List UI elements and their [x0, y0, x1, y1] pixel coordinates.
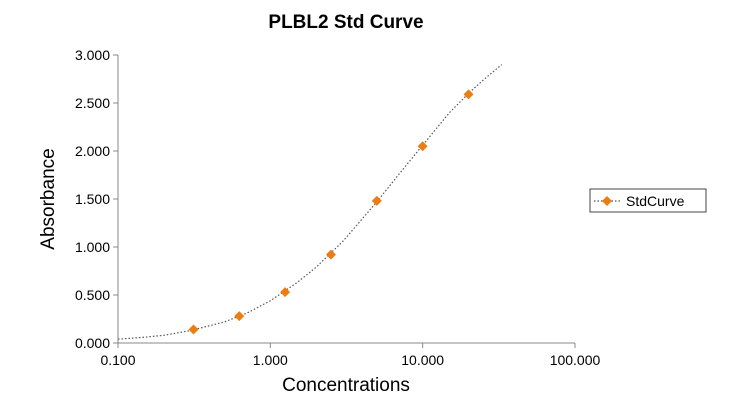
- data-point: [188, 324, 199, 335]
- y-tick-label: 0.000: [75, 335, 110, 351]
- data-point: [325, 249, 336, 260]
- x-axis-ticks: 0.100 1.000 10.000 100.000: [100, 343, 601, 368]
- data-point: [417, 141, 428, 152]
- y-axis-ticks: 0.000 0.500 1.000 1.500 2.000 2.500 3.000: [75, 47, 118, 351]
- y-tick-label: 3.000: [75, 47, 110, 63]
- data-point: [234, 311, 245, 322]
- y-axis-title: Absorbance: [38, 148, 59, 249]
- fit-curve-line: [117, 64, 503, 340]
- x-tick-label: 10.000: [401, 352, 444, 368]
- x-tick-label: 1.000: [253, 352, 288, 368]
- y-tick-label: 1.000: [75, 239, 110, 255]
- legend-marker-icon: [602, 196, 612, 206]
- x-tick-label: 100.000: [550, 352, 601, 368]
- x-tick-label: 0.100: [100, 352, 135, 368]
- data-point: [371, 195, 382, 206]
- data-point: [280, 287, 291, 298]
- chart-title: PLBL2 Std Curve: [268, 12, 423, 33]
- y-tick-label: 0.500: [75, 287, 110, 303]
- x-axis-title: Concentrations: [282, 375, 410, 396]
- legend: StdCurve: [589, 188, 707, 213]
- y-tick-label: 1.500: [75, 191, 110, 207]
- y-tick-label: 2.500: [75, 95, 110, 111]
- legend-box: [589, 188, 707, 213]
- data-point: [463, 89, 474, 100]
- plot-area: 0.000 0.500 1.000 1.500 2.000 2.500 3.000 0.10…: [75, 47, 601, 368]
- y-tick-label: 2.000: [75, 143, 110, 159]
- legend-label: StdCurve: [626, 193, 685, 209]
- data-points: [188, 89, 474, 335]
